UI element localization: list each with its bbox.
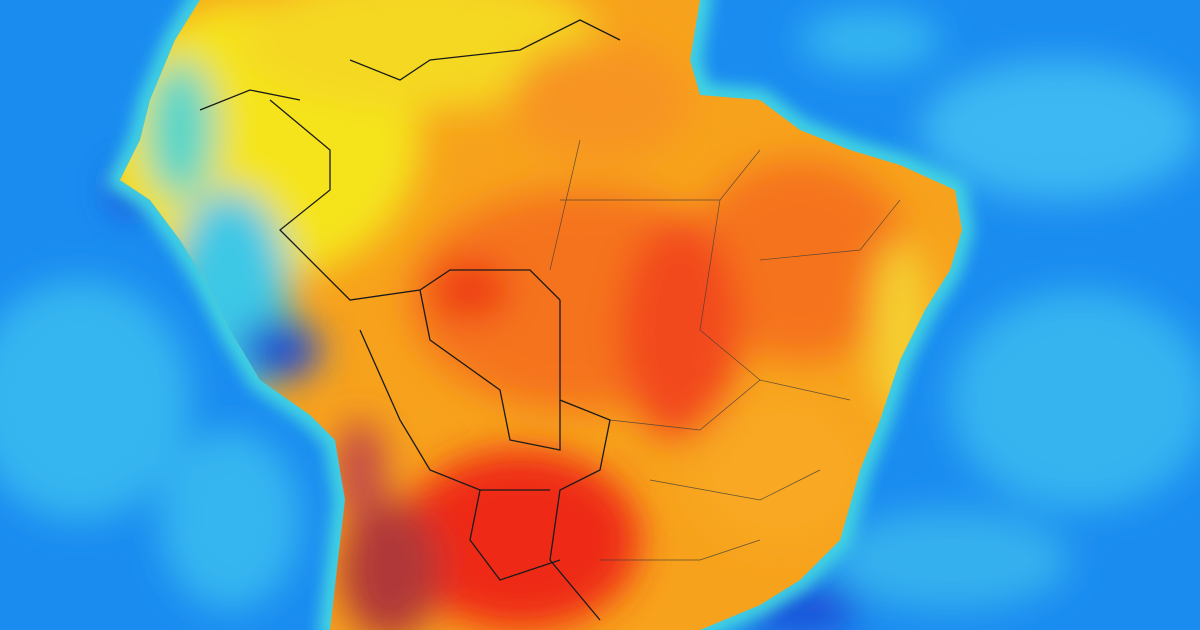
border [469,489,561,581]
state-line [600,539,761,561]
state-lines [549,139,901,561]
state-line [649,469,821,501]
border [199,89,301,111]
borders [199,19,621,621]
ocean-patch [830,510,1070,610]
zone-orange [690,390,870,550]
border [269,99,561,301]
state-line [549,139,581,271]
zone-orange [510,40,690,160]
zone-yellow [240,0,600,110]
ocean-patch [920,60,1200,200]
zone-red [620,220,740,440]
ocean-patch [160,430,300,610]
zone-cold [240,320,320,380]
state-line [759,199,901,261]
zone-orange-red [690,160,910,360]
zone-cool [145,60,215,200]
zone-red [430,260,510,320]
ocean-patch [950,290,1200,510]
ocean-patch [0,280,190,520]
zone-dark-red [335,420,385,520]
temperature-field [120,0,930,630]
state-line [699,199,761,381]
zone-dark-red [340,500,440,630]
ocean-patches [0,10,1200,630]
ocean-patch [800,10,940,70]
zone-red [400,450,640,630]
state-line [609,379,851,431]
border [419,289,561,451]
border [359,329,550,491]
border [349,19,621,81]
